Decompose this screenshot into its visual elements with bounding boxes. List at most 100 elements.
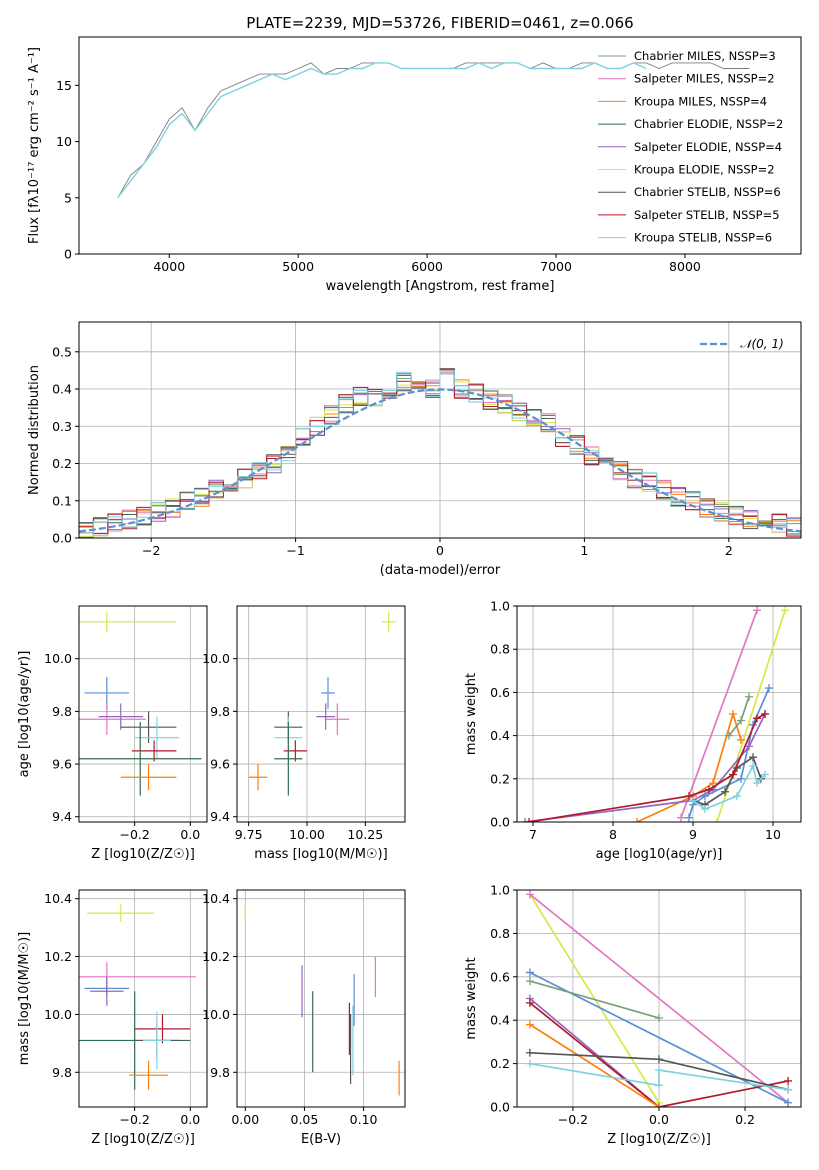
- ylabel: mass weight: [464, 673, 479, 755]
- ytick-label: 9.8: [210, 704, 230, 719]
- series-salpeter_stelib: [528, 713, 766, 822]
- panels: Chabrier MILES, NSSP=3 Salpeter MILES, NS…: [17, 36, 802, 1147]
- xtick-label: 10.00: [289, 827, 325, 842]
- xtick-label: 6000: [411, 259, 443, 274]
- xlabel: age [log10(age/yr)]: [596, 847, 723, 862]
- ytick-label: 9.8: [210, 1065, 230, 1080]
- xtick-label: 0.05: [291, 1112, 319, 1127]
- plot-area: [248, 611, 396, 796]
- marker-kroupa_elodie: [781, 606, 789, 615]
- xtick-label: 4000: [153, 259, 185, 274]
- xtick-label: −0.2: [119, 1112, 149, 1127]
- marker-chabrier_stelib: [721, 787, 729, 796]
- marker-salpeter_stelib: [685, 792, 693, 801]
- marker-kroupa_miles: [655, 1103, 663, 1107]
- ytick-label: 9.6: [52, 757, 72, 772]
- legend-label: Salpeter ELODIE, NSSP=4: [634, 140, 782, 154]
- xlabel: E(B-V): [301, 1132, 341, 1147]
- marker-salpeter_stelib: [784, 1076, 793, 1085]
- xtick-label: 0.00: [231, 1112, 259, 1127]
- panel-weight_vs_age: 7 8 9 10 0.0 0.2 0.4 0.6 0.8 1.0 age [log10(age/yr…: [464, 599, 802, 862]
- plot-area: [79, 368, 801, 538]
- marker-gaussian: [784, 1098, 793, 1107]
- ytick-label: 10.4: [44, 891, 72, 906]
- ytick-label: 9.4: [210, 809, 230, 824]
- xtick-label: −2: [142, 543, 160, 558]
- marker-chabrier_miles: [745, 692, 753, 701]
- xtick-label: 8: [609, 827, 617, 842]
- ytick-label: 0.2: [490, 771, 510, 786]
- series-salpeter_stelib: [529, 1002, 789, 1107]
- ytick-label: 15: [56, 78, 72, 93]
- marker-kroupa_miles: [525, 1020, 534, 1029]
- ytick-label: 0.3: [52, 419, 72, 434]
- ytick-label: 0.0: [52, 531, 72, 546]
- xtick-label: 1: [580, 543, 588, 558]
- ytick-label: 5: [64, 190, 72, 205]
- series-kroupa_miles: [529, 1023, 660, 1107]
- ytick-label: 0.2: [52, 456, 72, 471]
- plot-area: [117, 62, 750, 199]
- marker-chabrier_stelib: [525, 1048, 534, 1057]
- series-kroupa_stelib: [529, 1062, 789, 1091]
- xtick-label: 10.25: [347, 827, 383, 842]
- plot-area: [244, 904, 400, 1096]
- ylabel: mass weight: [464, 957, 479, 1039]
- ytick-label: 1.0: [490, 599, 510, 614]
- ytick-label: 10.0: [44, 1007, 72, 1022]
- marker-kroupa_stelib: [733, 792, 741, 801]
- ytick-label: 0.4: [490, 1013, 510, 1028]
- xlabel: (data-model)/error: [380, 563, 501, 578]
- ytick-label: 0.4: [490, 728, 510, 743]
- marker-gaussian: [737, 774, 745, 783]
- marker-chabrier_miles: [655, 1014, 663, 1023]
- xtick-label: 0.0: [180, 1112, 200, 1127]
- xtick-label: 7: [529, 827, 537, 842]
- xlabel: mass [log10(M/M☉)]: [254, 847, 387, 862]
- marker-chabrier_miles: [525, 977, 534, 986]
- ytick-label: 10.4: [202, 891, 230, 906]
- xtick-label: 2: [725, 543, 733, 558]
- panel-residual_hist: 𝒩(0, 1) −2 −1 0 1 2 0.0 0.1 0.2 0.3 0.4 0.5 (data-mo…: [27, 321, 802, 578]
- marker-kroupa_miles: [729, 710, 737, 718]
- xlabel: Z [log10(Z/Z☉)]: [607, 1132, 711, 1147]
- ytick-label: 10.0: [202, 651, 230, 666]
- ytick-label: 0.4: [52, 382, 72, 397]
- ytick-label: 10.0: [202, 1007, 230, 1022]
- axes-frame: [516, 605, 802, 823]
- ylabel: Flux [fλ10⁻¹⁷ erg cm⁻² s⁻¹ A⁻¹]: [27, 47, 42, 244]
- axes-frame: [78, 889, 208, 1108]
- marker-chabrier_stelib: [655, 1055, 663, 1064]
- ytick-label: 9.8: [52, 704, 72, 719]
- marker-salpeter_stelib: [729, 770, 737, 779]
- marker-kroupa_stelib: [753, 779, 761, 788]
- ytick-label: 9.6: [210, 757, 230, 772]
- ytick-label: 9.4: [52, 809, 72, 824]
- marker-chabrier_miles: [737, 716, 745, 725]
- ytick-label: 10.2: [44, 949, 72, 964]
- marker-salpeter_stelib: [525, 818, 533, 822]
- marker-salpeter_elodie: [745, 742, 753, 751]
- xlabel: Z [log10(Z/Z☉)]: [91, 847, 195, 862]
- marker-kroupa_stelib: [525, 1059, 534, 1068]
- ytick-label: 0.2: [490, 1056, 510, 1071]
- marker-chabrier_stelib: [749, 753, 757, 762]
- legend-label: Salpeter STELIB, NSSP=5: [634, 208, 780, 222]
- xtick-label: 0.10: [350, 1112, 378, 1127]
- panel-age_vs_Z: −0.2 0.0 9.4 9.6 9.8 10.0 Z [log10(Z/Z☉)] age […: [17, 605, 208, 862]
- axes-frame: [78, 605, 208, 823]
- legend-label: Chabrier ELODIE, NSSP=2: [634, 117, 783, 131]
- marker-kroupa_stelib: [784, 1085, 793, 1094]
- xtick-label: 8000: [669, 259, 701, 274]
- series-salpeter_miles: [529, 893, 789, 1104]
- xlabel: Z [log10(Z/Z☉)]: [91, 1132, 195, 1147]
- xtick-label: 0: [436, 543, 444, 558]
- ytick-label: 10: [56, 134, 72, 149]
- ylabel: mass [log10(M/M☉)]: [17, 932, 32, 1065]
- marker-salpeter_stelib: [753, 714, 761, 723]
- marker-chabrier_miles: [725, 731, 733, 740]
- plot-area: [79, 904, 196, 1090]
- panel-mass_vs_Z: −0.2 0.0 9.8 10.0 10.2 10.4 Z [log10(Z/Z☉)] mas…: [17, 889, 208, 1147]
- ylabel: Normed distribution: [27, 365, 42, 495]
